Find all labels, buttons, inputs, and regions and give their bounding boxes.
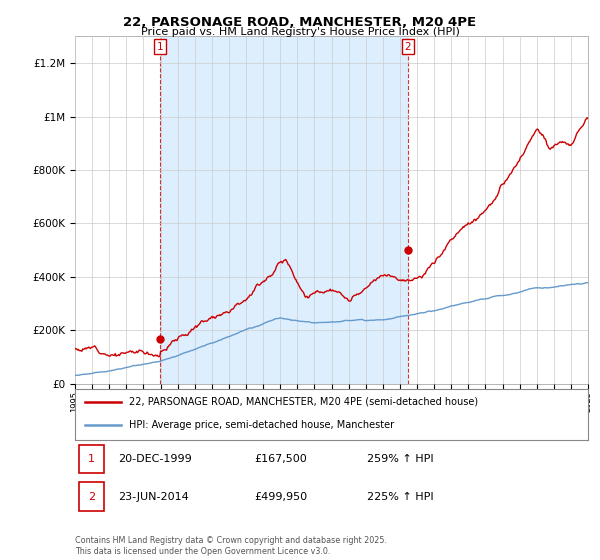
Text: 1: 1 (88, 454, 95, 464)
Text: 22, PARSONAGE ROAD, MANCHESTER, M20 4PE (semi-detached house): 22, PARSONAGE ROAD, MANCHESTER, M20 4PE … (129, 397, 478, 407)
Text: £167,500: £167,500 (254, 454, 307, 464)
Text: 23-JUN-2014: 23-JUN-2014 (119, 492, 190, 502)
Text: 22, PARSONAGE ROAD, MANCHESTER, M20 4PE: 22, PARSONAGE ROAD, MANCHESTER, M20 4PE (124, 16, 476, 29)
Bar (160, 36, 408, 384)
Text: 259% ↑ HPI: 259% ↑ HPI (367, 454, 434, 464)
Text: Contains HM Land Registry data © Crown copyright and database right 2025.
This d: Contains HM Land Registry data © Crown c… (75, 536, 387, 556)
Text: 2: 2 (88, 492, 95, 502)
Text: 20-DEC-1999: 20-DEC-1999 (119, 454, 193, 464)
Text: HPI: Average price, semi-detached house, Manchester: HPI: Average price, semi-detached house,… (129, 421, 394, 431)
Text: Price paid vs. HM Land Registry's House Price Index (HPI): Price paid vs. HM Land Registry's House … (140, 27, 460, 37)
Text: £499,950: £499,950 (254, 492, 308, 502)
FancyBboxPatch shape (79, 483, 104, 511)
Text: 225% ↑ HPI: 225% ↑ HPI (367, 492, 434, 502)
Text: 1: 1 (157, 41, 163, 52)
FancyBboxPatch shape (79, 445, 104, 473)
Text: 2: 2 (404, 41, 411, 52)
